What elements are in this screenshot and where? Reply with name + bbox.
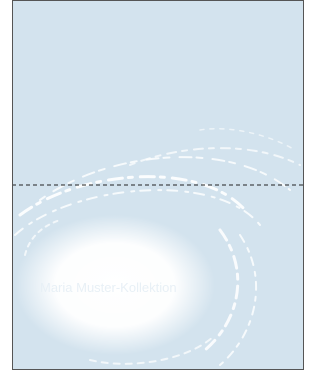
collection-label: Maria Muster-Kollektion [40,280,177,295]
card-preview: Maria Muster-Kollektion [0,0,304,370]
page: Maria Muster-Kollektion (() => { const d… [0,0,304,370]
